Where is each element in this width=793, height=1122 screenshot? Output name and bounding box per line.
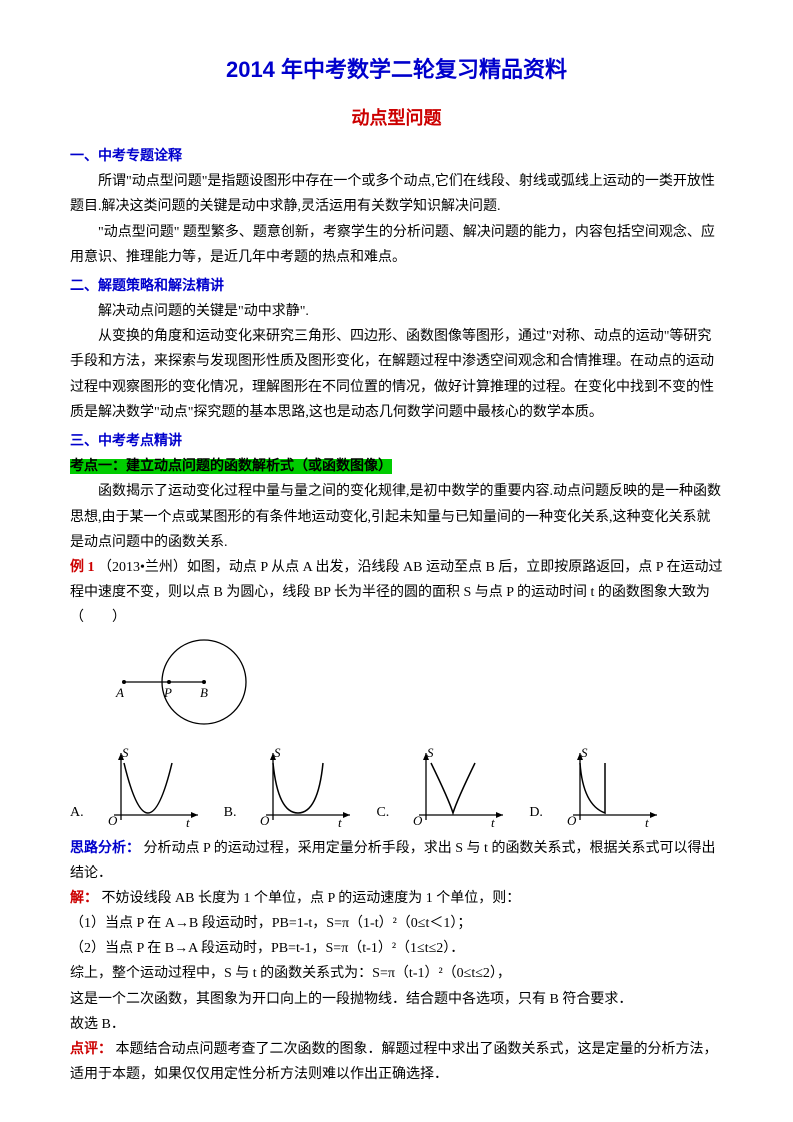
solution-text3: （2）当点 P 在 B→A 段运动时，PB=t-1，S=π（t-1）²（1≤t≤… xyxy=(70,936,723,961)
sub-title: 动点型问题 xyxy=(70,102,723,134)
graph-c: S O t xyxy=(391,745,511,830)
svg-text:t: t xyxy=(491,815,495,830)
option-d: D. S O t xyxy=(529,745,665,830)
solution-text1: 不妨设线段 AB 长度为 1 个单位，点 P 的运动速度为 1 个单位，则： xyxy=(102,891,521,906)
circle-diagram: A P B xyxy=(94,637,274,737)
svg-text:O: O xyxy=(567,813,577,828)
solution-line1: 解： 不妨设线段 AB 长度为 1 个单位，点 P 的运动速度为 1 个单位，则… xyxy=(70,886,723,911)
main-title: 2014 年中考数学二轮复习精品资料 xyxy=(70,50,723,90)
comment: 点评： 本题结合动点问题考查了二次函数的图象．解题过程中求出了函数关系式，这是定… xyxy=(70,1037,723,1087)
svg-text:t: t xyxy=(645,815,649,830)
analysis-text: 分析动点 P 的运动过程，采用定量分析手段，求出 S 与 t 的函数关系式，根据… xyxy=(70,841,715,881)
example1: 例 1 （2013•兰州）如图，动点 P 从点 A 出发，沿线段 AB 运动至点… xyxy=(70,555,723,631)
kaodian1-p1: 函数揭示了运动变化过程中量与量之间的变化规律,是初中数学的重要内容.动点问题反映… xyxy=(70,479,723,555)
comment-label: 点评： xyxy=(70,1042,112,1057)
section1-p1: 所谓"动点型问题"是指题设图形中存在一个或多个动点,它们在线段、射线或弧线上运动… xyxy=(70,169,723,219)
label-b: B xyxy=(200,685,208,700)
section2-p2: 从变换的角度和运动变化来研究三角形、四边形、函数图像等图形，通过"对称、动点的运… xyxy=(70,324,723,425)
graph-a: S O t xyxy=(86,745,206,830)
svg-text:t: t xyxy=(186,815,190,830)
svg-text:O: O xyxy=(108,813,118,828)
solution-text2: （1）当点 P 在 A→B 段运动时，PB=1-t，S=π（1-t）²（0≤t＜… xyxy=(70,911,723,936)
graph-d: S O t xyxy=(545,745,665,830)
label-a: A xyxy=(115,685,124,700)
option-a-label: A. xyxy=(70,800,84,829)
option-c: C. S O t xyxy=(376,745,511,830)
solution-text6: 故选 B． xyxy=(70,1012,723,1037)
option-a: A. S O t xyxy=(70,745,206,830)
solution-text5: 这是一个二次函数，其图象为开口向上的一段抛物线．结合题中各选项，只有 B 符合要… xyxy=(70,987,723,1012)
option-d-label: D. xyxy=(529,800,543,829)
solution-text4: 综上，整个运动过程中，S 与 t 的函数关系式为：S=π（t-1）²（0≤t≤2… xyxy=(70,961,723,986)
kaodian1-highlight: 考点一：建立动点问题的函数解析式（或函数图像） xyxy=(70,454,723,479)
section1-head: 一、中考专题诠释 xyxy=(70,144,723,169)
comment-text: 本题结合动点问题考查了二次函数的图象．解题过程中求出了函数关系式，这是定量的分析… xyxy=(70,1042,718,1082)
svg-text:S: S xyxy=(427,745,434,760)
graph-b: S O t xyxy=(238,745,358,830)
svg-text:S: S xyxy=(274,745,281,760)
section2-p1: 解决动点问题的关键是"动中求静". xyxy=(70,299,723,324)
svg-text:S: S xyxy=(122,745,129,760)
solution-label: 解： xyxy=(70,891,98,906)
label-p: P xyxy=(163,685,172,700)
section1-p2: "动点型问题" 题型繁多、题意创新，考察学生的分析问题、解决问题的能力，内容包括… xyxy=(70,220,723,270)
svg-text:S: S xyxy=(581,745,588,760)
example1-label: 例 1 xyxy=(70,560,95,575)
section2-head: 二、解题策略和解法精讲 xyxy=(70,274,723,299)
svg-text:O: O xyxy=(260,813,270,828)
option-b: B. S O t xyxy=(224,745,359,830)
options-row: A. S O t B. S O t C. xyxy=(70,745,723,830)
svg-text:t: t xyxy=(338,815,342,830)
option-b-label: B. xyxy=(224,800,237,829)
svg-text:O: O xyxy=(413,813,423,828)
example1-text: （2013•兰州）如图，动点 P 从点 A 出发，沿线段 AB 运动至点 B 后… xyxy=(70,560,723,625)
section3-head: 三、中考考点精讲 xyxy=(70,429,723,454)
option-c-label: C. xyxy=(376,800,389,829)
analysis: 思路分析： 分析动点 P 的运动过程，采用定量分析手段，求出 S 与 t 的函数… xyxy=(70,836,723,886)
kaodian1-text: 考点一：建立动点问题的函数解析式（或函数图像） xyxy=(70,459,392,474)
main-figure: A P B xyxy=(94,637,723,737)
analysis-label: 思路分析： xyxy=(70,841,140,856)
